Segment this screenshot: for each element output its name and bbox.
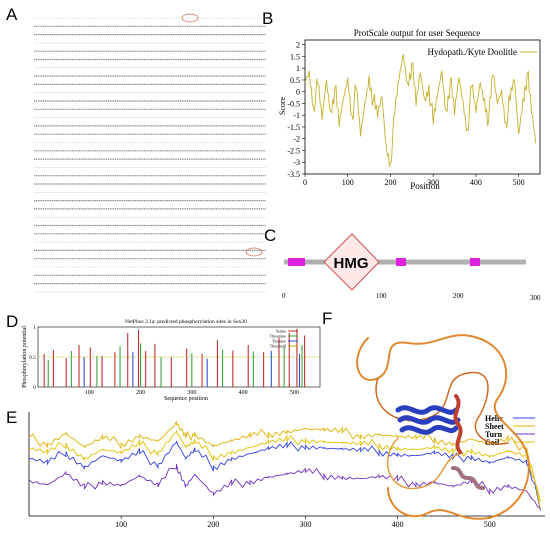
hmg-domain-diamond	[323, 233, 380, 291]
protscale-series-line	[304, 54, 537, 167]
ss-legend-entry: Sheet	[485, 422, 504, 431]
netphos-legend-entry: Threshold	[270, 344, 286, 349]
netphos-chart: NetPhos 3.1a: predicted phosphorylation …	[22, 319, 321, 402]
start-codon-marker	[181, 13, 199, 23]
helix-red	[453, 394, 463, 454]
protscale-y-tick-label: 2	[296, 41, 300, 50]
helix-mauve	[451, 466, 485, 490]
helix-blue	[395, 405, 461, 435]
ss-legend-entry: Helix	[485, 414, 503, 423]
netphos-x-tick-label: 500	[290, 390, 299, 396]
netphos-legend-entry: Serine	[276, 329, 286, 334]
protscale-y-tick-label: -2.5	[287, 146, 300, 155]
netphos-y-tick-label: 0	[33, 385, 36, 391]
netphos-y-tick-label: 0.5	[29, 355, 36, 361]
domain-tick-300: 300	[530, 294, 541, 302]
netphos-x-tick-label: 400	[239, 390, 248, 396]
protscale-x-tick-label: 100	[342, 178, 354, 187]
panel-b-label: B	[262, 9, 274, 28]
protscale-y-tick-label: 1.5	[290, 52, 300, 61]
netphos-x-tick-label: 100	[85, 390, 94, 396]
netphos-legend-entry: Tyrosine	[272, 339, 286, 344]
protscale-y-tick-label: -1	[293, 111, 300, 120]
panel-c-label: C	[264, 226, 277, 245]
protscale-y-tick-label: -3.5	[287, 170, 300, 179]
protscale-frame	[304, 39, 541, 175]
motif-box-3	[396, 258, 406, 266]
ss-x-tick-label: 400	[392, 520, 404, 529]
protscale-y-tick-label: -1.5	[287, 123, 300, 132]
stop-codon-marker	[245, 247, 263, 257]
netphos-y-tick-label: 1	[33, 325, 36, 331]
domain-tick-100: 100	[376, 292, 387, 300]
ss-x-tick-label: 500	[484, 520, 496, 529]
protscale-x-tick-label: 200	[384, 178, 396, 187]
protscale-y-tick-label: -3	[293, 158, 300, 167]
ss-legend-entry: Turn	[485, 430, 503, 439]
coil-loop-1	[356, 334, 530, 520]
panel-d-label: D	[6, 312, 19, 331]
protscale-chart: ProtScale output for user Sequence Score…	[278, 28, 541, 191]
domain-tick-200: 200	[453, 292, 464, 300]
domain-tick-0: 0	[282, 292, 286, 300]
coil-loop-3	[387, 437, 464, 490]
protscale-x-tick-label: 400	[470, 178, 482, 187]
protscale-x-tick-label: 0	[303, 178, 307, 187]
panel-f-label: F	[322, 309, 333, 328]
netphos-title: NetPhos 3.1a: predicted phosphorylation …	[125, 319, 247, 325]
ss-x-tick-label: 200	[207, 520, 219, 529]
ss-x-tick-label: 100	[115, 520, 127, 529]
ss-x-tick-label: 300	[299, 520, 311, 529]
panel-e-label: E	[6, 408, 18, 427]
protscale-title: ProtScale output for user Sequence	[354, 28, 480, 38]
netphos-legend-entry: Threonine	[270, 334, 287, 339]
hmg-domain-label: HMG	[334, 255, 369, 272]
netphos-ylabel: Phosphorylation potential	[22, 326, 28, 388]
protscale-y-tick-label: 0	[296, 88, 300, 97]
protscale-x-tick-label: 500	[513, 178, 525, 187]
sequence-alignment-panel	[34, 13, 266, 293]
motif-box-4	[470, 258, 480, 266]
ss-series-sheet	[28, 420, 541, 502]
protscale-xlabel: Position	[410, 181, 440, 191]
protscale-y-tick-label: -2	[293, 135, 300, 144]
ss-series-turn	[28, 463, 541, 509]
protscale-y-tick-label: 0.5	[290, 76, 300, 85]
ss-series-coil	[28, 430, 541, 509]
protscale-ylabel: Score	[278, 96, 287, 115]
protscale-y-tick-label: 1	[296, 64, 300, 73]
panel-a-label: A	[6, 5, 18, 24]
protscale-x-tick-label: 300	[427, 178, 439, 187]
domain-diagram: HMG 0 100 200 300	[282, 233, 541, 302]
netphos-xlabel: Sequence position	[164, 396, 208, 402]
protscale-legend: Hydopath./Kyte Doolitle	[428, 47, 518, 57]
netphos-x-tick-label: 200	[136, 390, 145, 396]
protein-3d-structure	[356, 334, 530, 520]
motif-box-1	[288, 258, 305, 266]
netphos-x-tick-label: 300	[187, 390, 196, 396]
protscale-y-tick-label: -0.5	[287, 99, 300, 108]
